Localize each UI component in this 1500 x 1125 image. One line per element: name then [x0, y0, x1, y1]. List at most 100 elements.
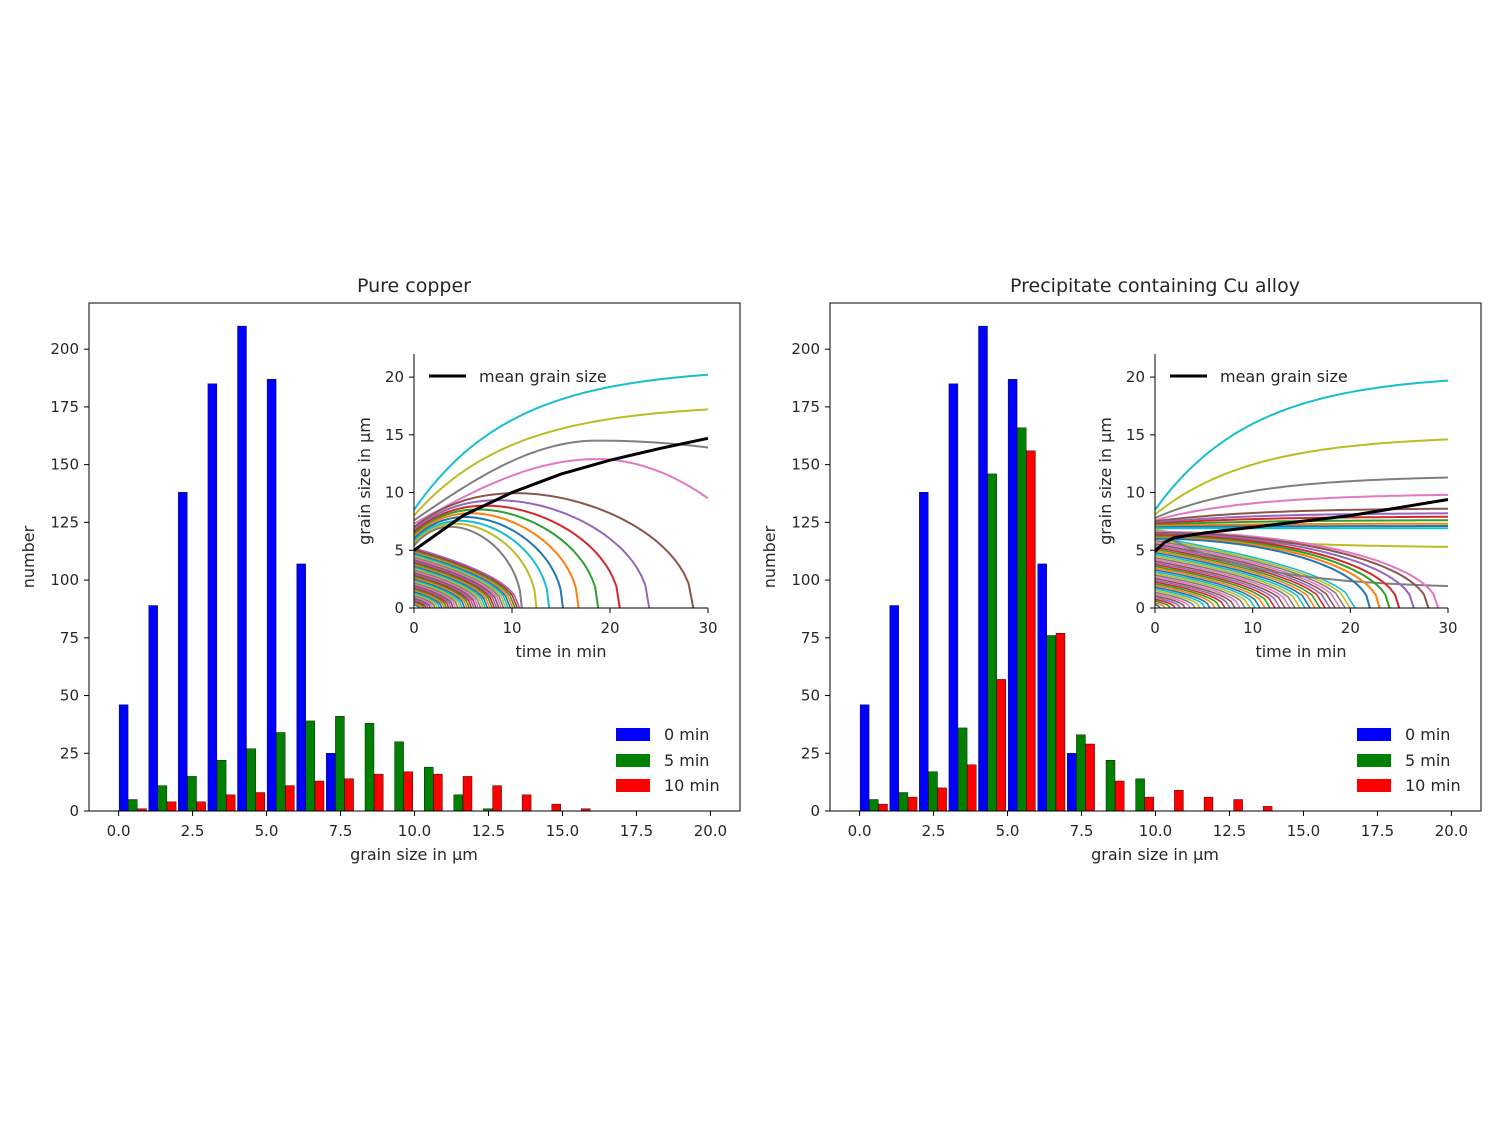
- small-grain-curve: [413, 585, 452, 609]
- small-grain-curve: [1154, 543, 1336, 609]
- grain-curve: [413, 504, 621, 609]
- small-grain-curve: [413, 564, 491, 609]
- x-tick-label: 20.0: [1435, 822, 1468, 840]
- y-tick-label: 0: [810, 802, 820, 820]
- inset-y-tick-label: 15: [385, 426, 404, 444]
- y-tick-label: 25: [60, 744, 79, 762]
- small-grain-curve: [1154, 588, 1206, 609]
- small-grain-curve: [1154, 548, 1321, 609]
- inset-y-label: grain size in µm: [1096, 417, 1115, 545]
- grain-curve: [1154, 522, 1448, 527]
- legend: 0 min 5 min 10 min: [616, 725, 720, 795]
- legend-swatch-5min: [616, 754, 650, 767]
- small-grain-curve: [413, 565, 489, 609]
- bar-5min-2: [928, 771, 938, 812]
- small-grain-curve: [413, 569, 482, 609]
- inset-x-label: time in min: [1255, 642, 1346, 661]
- plot-frame: [88, 302, 741, 812]
- small-grain-curve: [413, 599, 427, 609]
- small-grain-curve: [413, 549, 516, 609]
- inset-x-tick-label: 30: [1438, 619, 1457, 637]
- bar-10min-11: [1203, 796, 1214, 812]
- small-grain-curve: [1154, 581, 1226, 609]
- inset-grain-evolution: 0 10 20 30 0 5 10 15 20 time in min grain size i…: [1096, 354, 1458, 661]
- bar-5min-8: [364, 723, 375, 812]
- small-grain-curve: [413, 556, 505, 609]
- bar-5min-6: [305, 720, 315, 812]
- inset-axes: 0 10 20 30 0 5 10 15 20: [1126, 354, 1458, 637]
- y-tick-label: 200: [50, 340, 79, 358]
- bar-5min-6: [1046, 635, 1057, 812]
- grain-curve: [1154, 515, 1448, 525]
- bar-10min-9: [1144, 796, 1155, 812]
- small-grain-curve: [413, 587, 450, 609]
- grain-curve: [1155, 536, 1381, 609]
- grain-curve: [1154, 379, 1449, 511]
- y-tick-label: 150: [50, 456, 79, 474]
- bar-0min-6: [296, 563, 306, 812]
- small-grain-curve: [1154, 591, 1196, 609]
- bar-0min-3: [207, 383, 218, 812]
- bar-0min-4: [978, 325, 988, 812]
- small-grain-curve: [1154, 544, 1331, 609]
- y-tick-label: 100: [50, 571, 79, 589]
- x-tick-label: 7.5: [329, 822, 353, 840]
- bar-5min-3: [216, 760, 227, 812]
- small-grain-curve: [413, 601, 425, 609]
- small-grain-curve: [413, 594, 436, 609]
- grain-curve: [1154, 525, 1448, 529]
- bar-0min-5: [266, 379, 277, 812]
- bar-5min-7: [1076, 734, 1086, 812]
- bar-5min-9: [394, 741, 404, 812]
- x-tick-label: 10.0: [398, 822, 431, 840]
- y-tick-label: 50: [60, 687, 79, 705]
- inset-y-tick-label: 0: [394, 599, 404, 617]
- y-axis-label: number: [760, 525, 779, 588]
- bar-0min-0: [859, 704, 870, 812]
- bar-10min-8: [1114, 780, 1125, 812]
- grain-curve: [1154, 512, 1449, 524]
- inset-x-label: time in min: [515, 642, 606, 661]
- small-grain-curve: [1154, 551, 1311, 609]
- y-tick-label: 75: [60, 629, 79, 647]
- histogram-plot: 0.0 2.5 5.0 7.5 10.0 12.5 15.0 17.5 20.002550751…: [791, 325, 1468, 840]
- histogram-plot: 0.0 2.5 5.0 7.5 10.0 12.5 15.0 17.5 20.002550751…: [50, 325, 727, 840]
- small-grain-curve: [1154, 593, 1191, 609]
- bar-0min-7: [326, 753, 336, 812]
- bar-0min-0: [118, 704, 129, 812]
- bar-5min-11: [453, 794, 463, 812]
- inset-legend-label: mean grain size: [1220, 367, 1348, 386]
- small-grain-curve: [1154, 565, 1271, 609]
- small-grain-curve: [1154, 560, 1286, 609]
- bar-10min-2: [196, 801, 206, 812]
- bar-5min-0: [128, 799, 138, 812]
- small-grain-curve: [1154, 558, 1291, 609]
- bar-5min-5: [276, 732, 286, 812]
- inset-curves: [413, 373, 709, 609]
- small-grain-curve: [1154, 574, 1246, 609]
- x-tick-label: 5.0: [996, 822, 1020, 840]
- y-tick-label: 50: [801, 687, 820, 705]
- bar-5min-10: [424, 766, 434, 812]
- small-grain-curve: [1154, 586, 1211, 609]
- legend-label-0min: 0 min: [664, 725, 709, 744]
- grain-curve: [413, 458, 709, 525]
- small-grain-curve: [413, 596, 434, 609]
- legend-swatch-0min: [616, 728, 650, 741]
- legend-swatch-5min: [1357, 754, 1391, 767]
- bar-10min-0: [878, 803, 888, 812]
- x-tick-label: 12.5: [472, 822, 505, 840]
- grain-curve: [1155, 534, 1401, 609]
- bar-10min-12: [492, 785, 502, 812]
- bar-10min-7: [1085, 743, 1095, 812]
- x-tick-label: 7.5: [1070, 822, 1094, 840]
- panel-pure-copper: Pure copper 0.0 2.5 5.0 7.5 10.0 12.5 15.0 17.5…: [19, 275, 741, 864]
- inset-y-tick-label: 10: [385, 484, 404, 502]
- legend-label-0min: 0 min: [1405, 725, 1450, 744]
- small-grain-curve: [1154, 562, 1281, 609]
- bar-10min-2: [937, 787, 947, 812]
- small-grain-curve: [1154, 577, 1236, 609]
- grain-curve: [413, 519, 551, 609]
- x-axis-label: grain size in µm: [1091, 845, 1219, 864]
